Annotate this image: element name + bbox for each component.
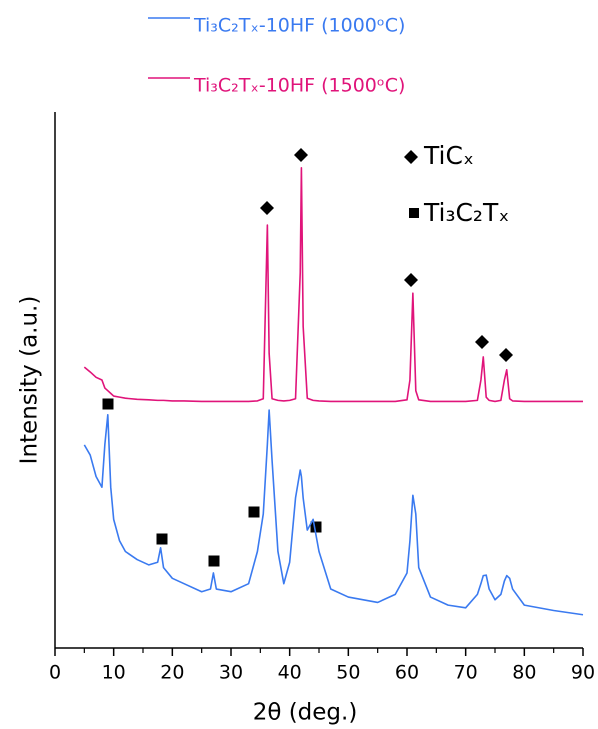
legend-diamond: [404, 150, 418, 164]
y-axis-label: Intensity (a.u.): [17, 296, 43, 465]
legend-label: Ti₃C₂Tₓ-10HF (1000ᵒC): [193, 15, 405, 37]
legend-label: Ti₃C₂Tₓ-10HF (1500ᵒC): [193, 75, 405, 97]
annotation: Ti₃C₂Tₓ: [423, 198, 509, 227]
x-tick-label: 50: [336, 662, 360, 684]
square-marker: [208, 555, 220, 567]
annotation: TiCₓ: [423, 141, 474, 170]
square-marker: [102, 398, 114, 410]
legend-square: [409, 208, 419, 218]
diamond-marker: [499, 348, 513, 362]
x-tick-label: 10: [102, 662, 126, 684]
diamond-marker: [294, 148, 308, 162]
diamond-marker: [404, 273, 418, 287]
peak-markers: [102, 148, 513, 567]
square-marker: [248, 506, 260, 518]
x-tick-label: 0: [49, 662, 61, 684]
square-marker: [310, 521, 322, 533]
series-line: [83, 409, 584, 616]
square-marker: [156, 533, 168, 545]
series-line: [83, 166, 583, 403]
diamond-marker: [260, 201, 274, 215]
x-tick-label: 60: [395, 662, 419, 684]
x-tick-label: 80: [512, 662, 536, 684]
x-tick-label: 70: [454, 662, 478, 684]
x-tick-label: 30: [219, 662, 243, 684]
diamond-marker: [475, 335, 489, 349]
x-tick-label: 40: [278, 662, 302, 684]
x-tick-label: 90: [571, 662, 595, 684]
x-axis-label: 2θ (deg.): [253, 700, 358, 726]
x-tick-label: 20: [160, 662, 184, 684]
